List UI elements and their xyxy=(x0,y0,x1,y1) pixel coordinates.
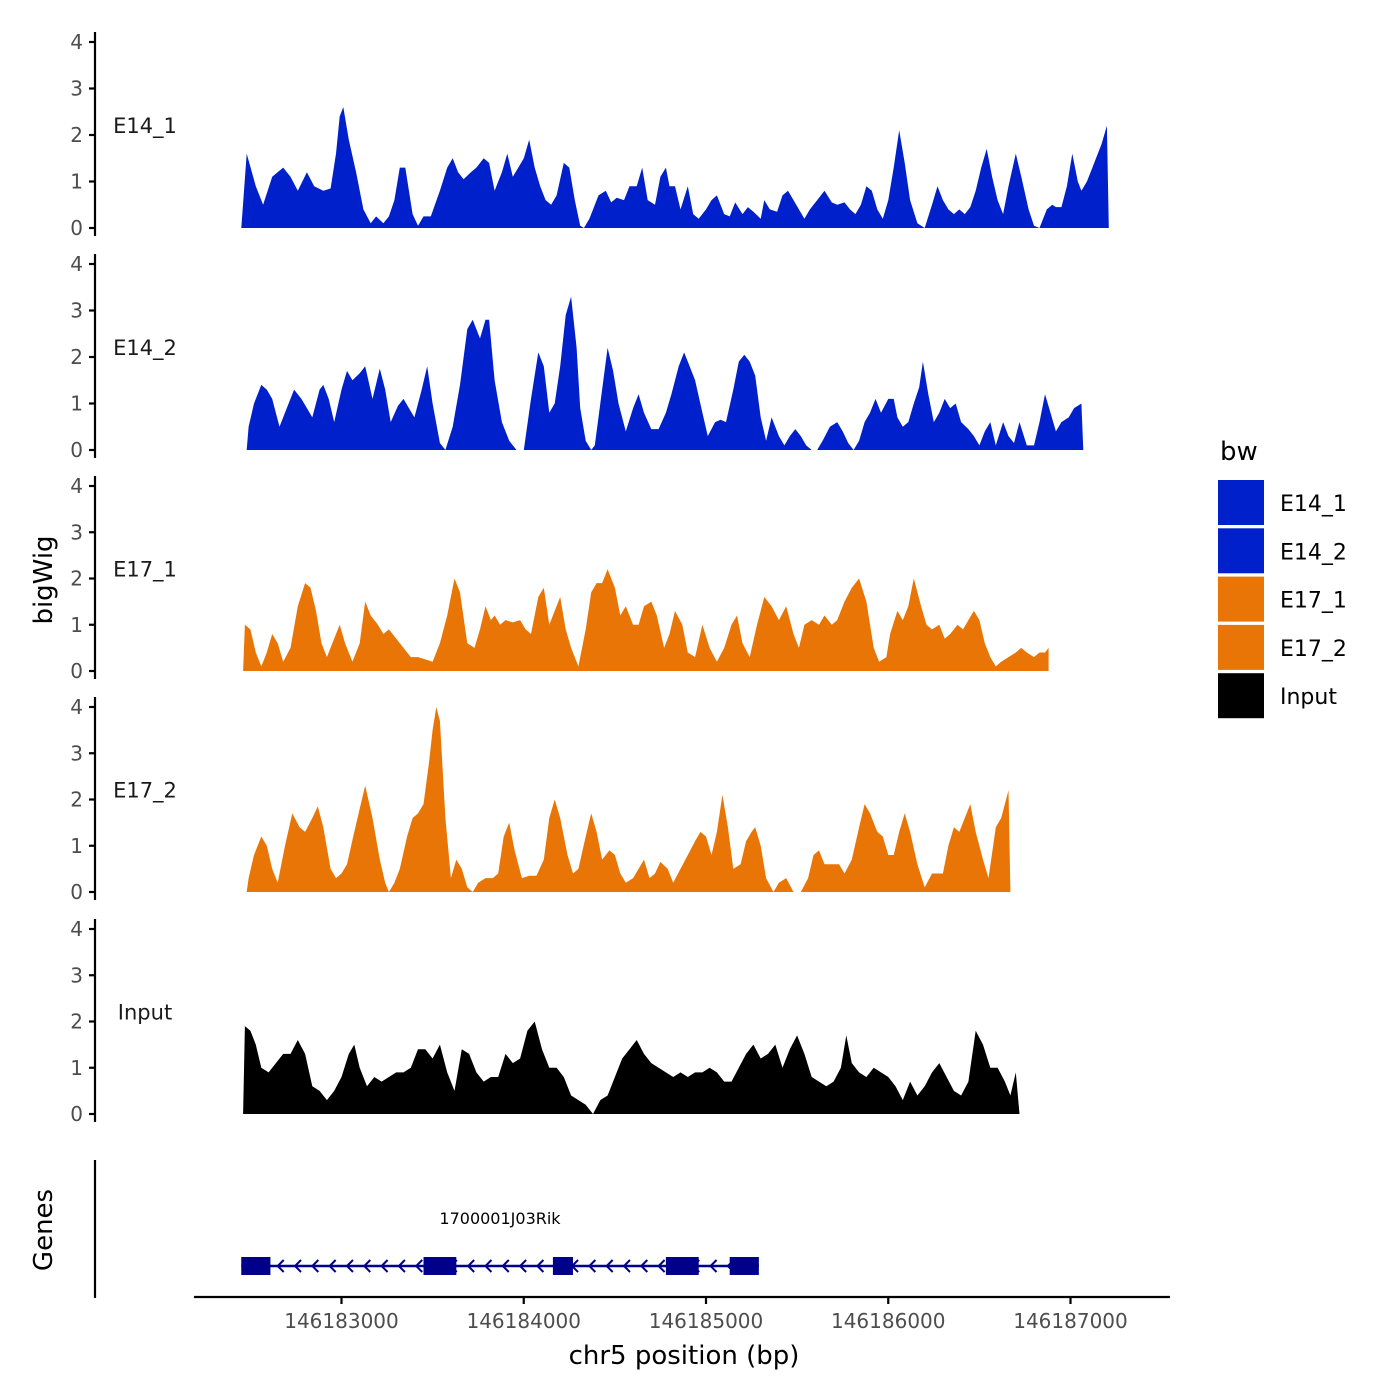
area-e14_1 xyxy=(241,107,1109,228)
track-label: Input xyxy=(118,1001,172,1025)
y-tick-label: 0 xyxy=(70,216,83,240)
track-label: E14_2 xyxy=(113,336,177,361)
legend-label-e14_2: E14_2 xyxy=(1280,540,1347,565)
x-axis: 146183000 146184000 146185000 146186000 1461… xyxy=(194,1295,1170,1333)
legend-title: bw xyxy=(1220,437,1258,467)
x-tick-label: 146186000 xyxy=(831,1309,946,1333)
gene-track-title: Genes xyxy=(29,1189,59,1271)
legend-swatch-e14_1 xyxy=(1218,480,1264,525)
legend-swatch-e14_2 xyxy=(1218,528,1264,574)
area-e17_1 xyxy=(243,569,1049,671)
legend-label-e17_1: E17_1 xyxy=(1280,589,1347,614)
legend-label-e14_1: E14_1 xyxy=(1280,492,1347,517)
track-label: E17_1 xyxy=(113,558,177,583)
y-tick-label: 4 xyxy=(70,252,83,276)
strand-arrow xyxy=(587,1259,597,1273)
area-e17_2 xyxy=(246,707,1011,892)
x-tick-label: 146187000 xyxy=(1013,1309,1128,1333)
x-tick-label: 146185000 xyxy=(649,1309,764,1333)
y-tick-label: 0 xyxy=(70,880,83,904)
y-axis-title: bigWig xyxy=(29,535,59,624)
strand-arrow xyxy=(293,1259,302,1273)
y-tick-label: 1 xyxy=(70,1056,83,1080)
strand-arrow xyxy=(709,1259,718,1273)
strand-arrow xyxy=(328,1259,337,1273)
strand-arrow xyxy=(605,1259,614,1273)
strand-arrow xyxy=(484,1259,493,1273)
strand-arrow xyxy=(536,1259,545,1273)
track-input: 0 1 2 3 4 Input xyxy=(70,917,1020,1126)
y-tick-label: 4 xyxy=(70,917,83,941)
track-e17_2: 0 1 2 3 4 E17_2 xyxy=(70,695,1011,904)
strand-arrow xyxy=(310,1259,320,1273)
gene-exon xyxy=(552,1257,573,1275)
y-tick-label: 1 xyxy=(70,392,83,416)
y-tick-label: 4 xyxy=(70,695,83,719)
y-tick-label: 2 xyxy=(70,788,83,812)
strand-arrow xyxy=(276,1259,285,1273)
track-e14_2: 0 1 2 3 4 E14_2 xyxy=(70,252,1084,462)
strand-arrow xyxy=(362,1259,371,1273)
area-e14_2 xyxy=(246,296,1084,450)
track-e14_1: 0 1 2 3 4 E14_1 xyxy=(70,30,1109,240)
gene-track: 1700001J03Rik xyxy=(93,1160,759,1298)
strand-arrow xyxy=(622,1259,631,1273)
strand-arrow xyxy=(414,1259,423,1273)
gene-exon xyxy=(665,1257,699,1275)
y-tick-label: 2 xyxy=(70,1010,83,1034)
strand-arrow xyxy=(466,1259,475,1273)
legend-swatch-e17_1 xyxy=(1218,576,1264,622)
y-tick-label: 3 xyxy=(70,299,83,323)
legend-swatch-input xyxy=(1218,673,1264,719)
x-tick-label: 146184000 xyxy=(466,1309,581,1333)
y-tick-label: 1 xyxy=(70,613,83,637)
area-input xyxy=(243,1021,1020,1114)
strand-arrow xyxy=(380,1259,389,1273)
y-tick-label: 4 xyxy=(70,474,83,498)
gene-name-label: 1700001J03Rik xyxy=(439,1209,561,1228)
y-tick-label: 2 xyxy=(70,345,83,369)
y-tick-label: 3 xyxy=(70,77,83,101)
strand-arrow xyxy=(345,1259,354,1273)
y-tick-label: 3 xyxy=(70,741,83,765)
y-tick-label: 1 xyxy=(70,170,83,194)
strand-arrow xyxy=(518,1259,527,1273)
gene-exon xyxy=(241,1257,271,1275)
x-axis-title: chr5 position (bp) xyxy=(569,1341,800,1371)
track-e17_1: 0 1 2 3 4 E17_1 xyxy=(70,474,1049,683)
y-tick-label: 3 xyxy=(70,963,83,987)
y-tick-label: 4 xyxy=(70,30,83,54)
strand-arrow xyxy=(639,1259,649,1273)
y-tick-label: 2 xyxy=(70,123,83,147)
y-tick-label: 1 xyxy=(70,834,83,858)
y-tick-label: 0 xyxy=(70,1102,83,1126)
gene-exon xyxy=(423,1257,457,1275)
strand-arrow xyxy=(657,1259,666,1273)
strand-arrow xyxy=(397,1259,406,1273)
y-tick-label: 3 xyxy=(70,520,83,544)
gene-exon xyxy=(729,1257,759,1275)
coverage-tracks: 0 1 2 3 4 E14_1 0 1 2 3 4 E14_2 0 1 2 3 4 E17_1 0 1 2 3 4 E17_2… xyxy=(70,30,1109,1126)
track-label: E14_1 xyxy=(113,114,177,139)
track-label: E17_2 xyxy=(113,779,177,804)
legend: bw E14_1 E14_2 E17_1 E17_2 Input xyxy=(1218,437,1347,719)
legend-label-e17_2: E17_2 xyxy=(1280,637,1347,662)
legend-swatch-e17_2 xyxy=(1218,624,1264,670)
y-tick-label: 2 xyxy=(70,567,83,591)
y-tick-label: 0 xyxy=(70,438,83,462)
y-tick-label: 0 xyxy=(70,659,83,683)
strand-arrow xyxy=(501,1259,510,1273)
legend-label-input: Input xyxy=(1280,685,1337,710)
x-tick-label: 146183000 xyxy=(284,1309,399,1333)
